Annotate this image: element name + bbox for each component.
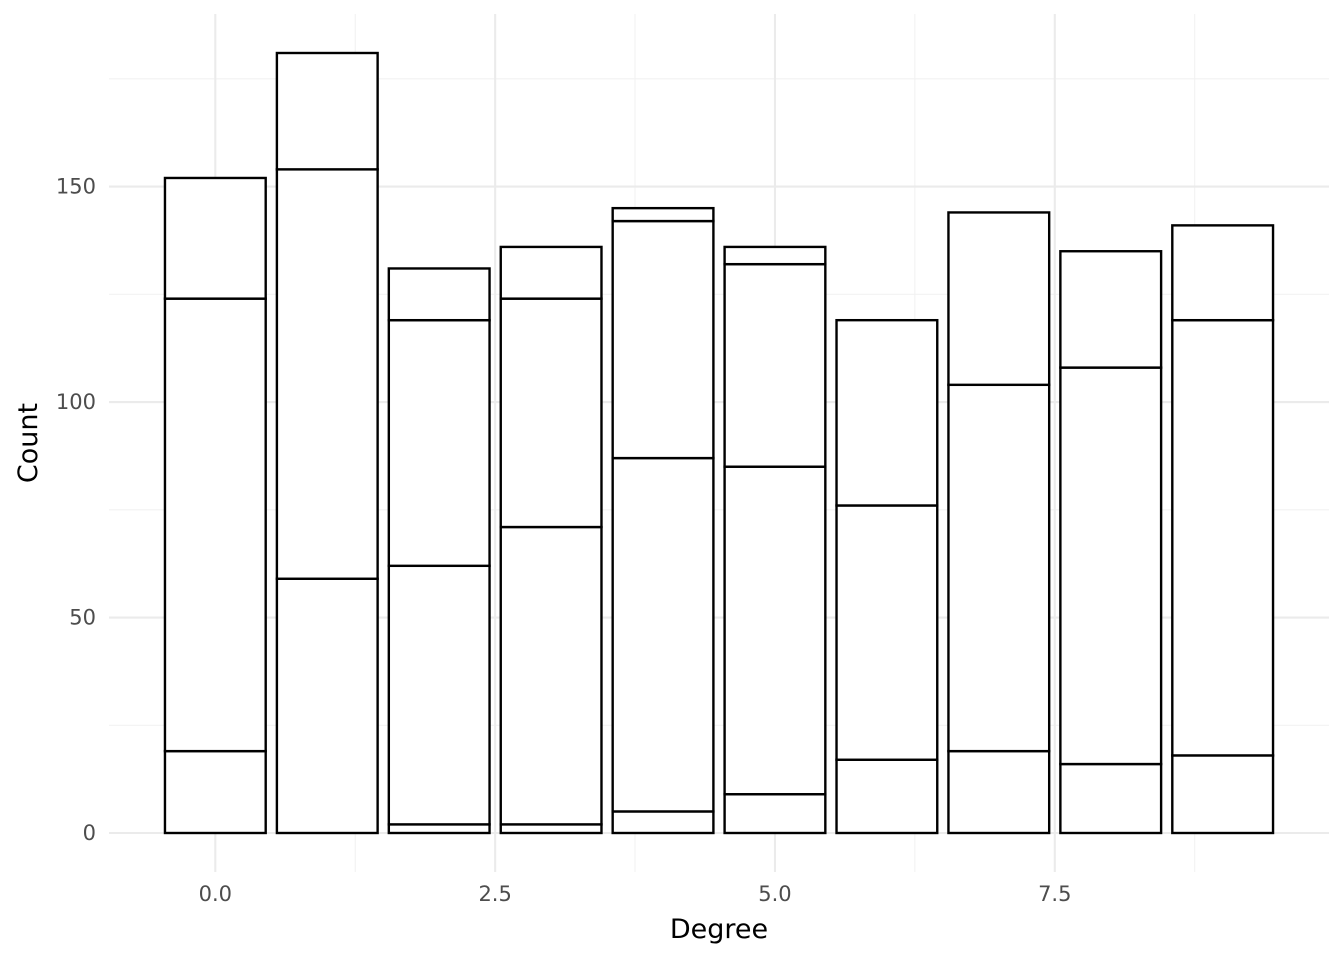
- bar-segment: [499, 245, 603, 300]
- bar-segment: [1171, 754, 1275, 835]
- y-tick-label: 0: [83, 821, 96, 845]
- bar-stack: [723, 245, 827, 835]
- x-axis-ticks: 0.0 2.5 5.0 7.5: [199, 882, 1072, 906]
- x-tick-label: 0.0: [199, 882, 232, 906]
- bar-stack: [947, 211, 1051, 835]
- bar-segment: [611, 206, 715, 223]
- bar-segment: [611, 810, 715, 835]
- bar-segment: [1059, 762, 1163, 835]
- bar-segment: [835, 504, 939, 761]
- bar-segment: [1059, 250, 1163, 369]
- y-tick-label: 100: [56, 390, 96, 414]
- y-tick-label: 150: [56, 175, 96, 199]
- x-tick-label: 7.5: [1038, 882, 1071, 906]
- bar-segment: [387, 267, 491, 322]
- y-axis-ticks: 0 50 100 150: [56, 175, 96, 845]
- bar-segment: [499, 823, 603, 835]
- bar-segment: [835, 318, 939, 507]
- bar-segment: [163, 749, 267, 835]
- bar-segment: [275, 51, 379, 171]
- bar-stack: [1171, 224, 1275, 835]
- x-tick-label: 5.0: [758, 882, 791, 906]
- bar-segment: [163, 176, 267, 300]
- bar-stack: [611, 206, 715, 835]
- y-axis-title: Count: [13, 403, 44, 483]
- bar-segment: [387, 823, 491, 835]
- bar-segment: [723, 245, 827, 266]
- y-tick-label: 50: [69, 606, 96, 630]
- bar-stack: [499, 245, 603, 835]
- x-axis-title: Degree: [670, 914, 768, 945]
- bar-segment: [499, 525, 603, 826]
- bar-segment: [163, 297, 267, 753]
- bars-layer: [163, 51, 1275, 835]
- bar-stack: [163, 176, 267, 835]
- bar-segment: [1171, 224, 1275, 322]
- bar-segment: [723, 465, 827, 796]
- bar-segment: [835, 758, 939, 835]
- bar-segment: [947, 749, 1051, 835]
- bar-segment: [947, 383, 1051, 753]
- bar-segment: [723, 262, 827, 468]
- bar-segment: [275, 577, 379, 835]
- bar-segment: [947, 211, 1051, 387]
- bar-segment: [723, 793, 827, 835]
- bar-segment: [611, 219, 715, 460]
- bar-stack: [835, 318, 939, 835]
- bar-segment: [611, 456, 715, 813]
- bar-segment: [499, 297, 603, 529]
- bar-stack: [1059, 250, 1163, 835]
- bar-segment: [275, 168, 379, 580]
- bar-stack: [387, 267, 491, 835]
- bar-segment: [1171, 318, 1275, 757]
- bar-segment: [387, 318, 491, 568]
- bar-stack: [275, 51, 379, 835]
- bar-segment: [387, 564, 491, 826]
- x-tick-label: 2.5: [478, 882, 511, 906]
- bar-segment: [1059, 366, 1163, 766]
